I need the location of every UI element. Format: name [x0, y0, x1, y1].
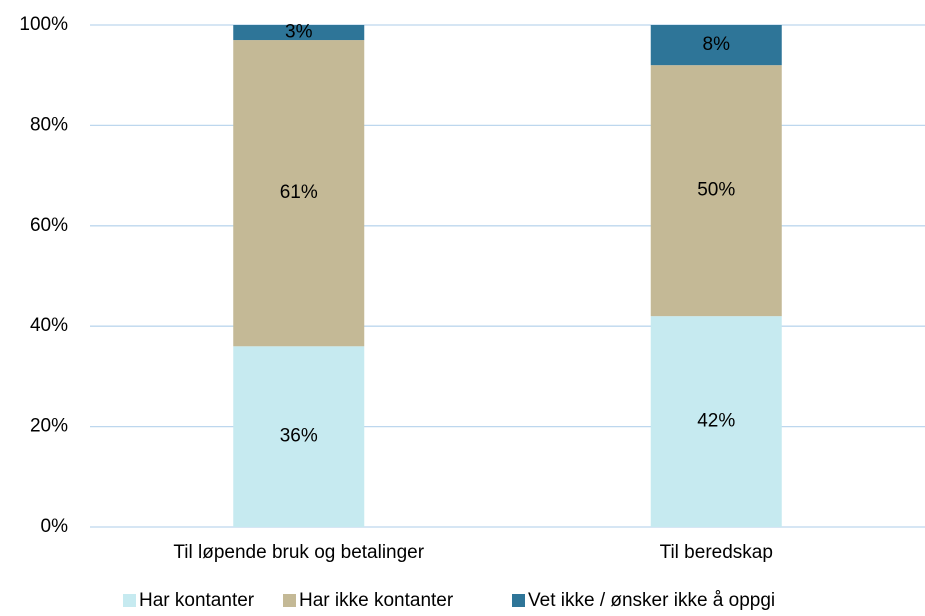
y-tick-label: 20%: [30, 416, 68, 437]
legend-swatch: [512, 594, 525, 607]
y-tick-label: 60%: [30, 215, 68, 236]
bar-segment: [650, 316, 782, 527]
data-label: 61%: [280, 182, 318, 203]
data-label: 42%: [697, 411, 735, 432]
legend-swatch: [123, 594, 136, 607]
bar-segment: [233, 40, 365, 347]
data-label: 8%: [703, 34, 731, 55]
data-label: 36%: [280, 426, 318, 447]
y-tick-label: 100%: [19, 14, 68, 35]
legend-label: Har kontanter: [139, 590, 255, 611]
y-tick-label: 0%: [41, 516, 69, 537]
legend-label: Har ikke kontanter: [299, 590, 454, 611]
bar-segment: [650, 65, 782, 317]
data-label: 50%: [697, 180, 735, 201]
legend-label: Vet ikke / ønsker ikke å oppgi: [528, 590, 775, 611]
bar-segment: [233, 346, 365, 527]
bar-segment: [233, 25, 365, 41]
x-tick-label: Til beredskap: [660, 542, 773, 563]
y-tick-label: 40%: [30, 315, 68, 336]
y-tick-label: 80%: [30, 114, 68, 135]
bar-segment: [650, 25, 782, 66]
data-label: 3%: [285, 22, 313, 43]
x-tick-label: Til løpende bruk og betalinger: [173, 542, 424, 563]
legend-swatch: [283, 594, 296, 607]
